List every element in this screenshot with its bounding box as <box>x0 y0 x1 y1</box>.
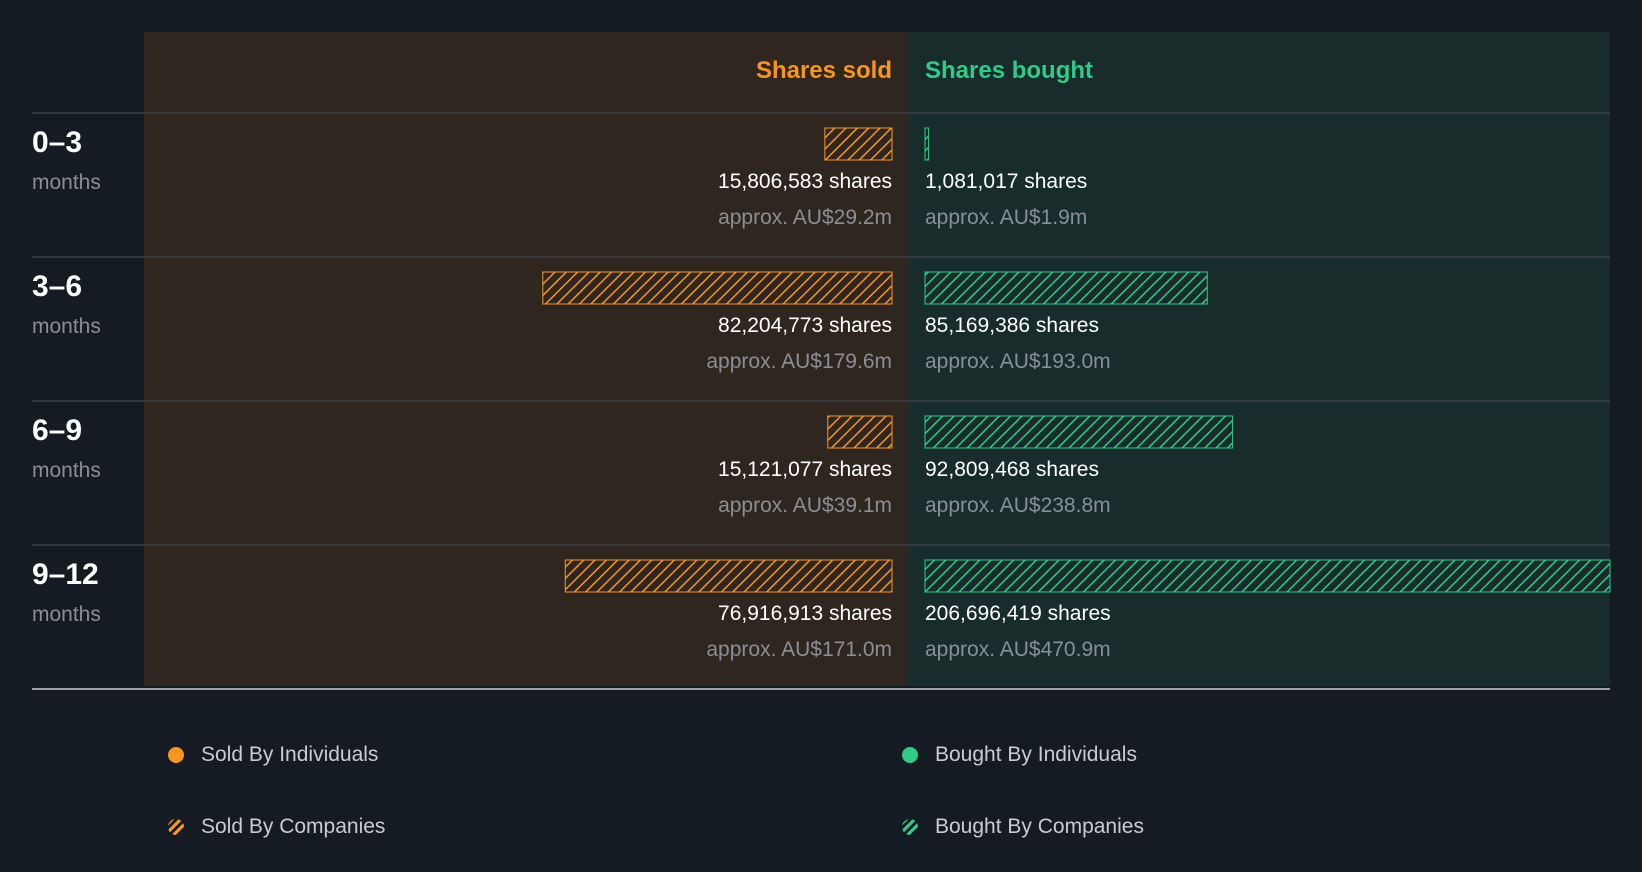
chart-legend: Sold By Individuals Bought By Individuals… <box>0 700 1642 872</box>
bar-sold <box>824 127 893 161</box>
header-shares-sold: Shares sold <box>756 57 892 84</box>
legend-item-bought-by-individuals: Bought By Individuals <box>902 743 1137 767</box>
bar-bought <box>924 127 930 161</box>
row-label-range: 6–9 <box>32 414 82 447</box>
insider-trading-chart: Shares sold Shares bought 0–3 months 15,806,… <box>32 32 1611 690</box>
sold-value-label: approx. AU$39.1m <box>718 494 892 517</box>
header-shares-bought: Shares bought <box>925 57 1093 84</box>
bought-shares-label: 92,809,468 shares <box>925 458 1099 481</box>
legend-item-sold-by-individuals: Sold By Individuals <box>168 743 378 767</box>
sold-shares-label: 82,204,773 shares <box>718 314 892 337</box>
sold-value-label: approx. AU$179.6m <box>706 350 892 373</box>
bought-shares-label: 85,169,386 shares <box>925 314 1099 337</box>
row-label-range: 9–12 <box>32 558 99 591</box>
bought-value-label: approx. AU$238.8m <box>925 494 1111 517</box>
bar-bought <box>924 559 1611 593</box>
row-label-unit: months <box>32 603 101 626</box>
bought-value-label: approx. AU$470.9m <box>925 638 1111 661</box>
bought-shares-label: 206,696,419 shares <box>925 602 1111 625</box>
bought-shares-label: 1,081,017 shares <box>925 170 1087 193</box>
sold-shares-label: 15,806,583 shares <box>718 170 892 193</box>
bar-sold <box>564 559 893 593</box>
row-label-unit: months <box>32 171 101 194</box>
sold-shares-label: 76,916,913 shares <box>718 602 892 625</box>
legend-dot-icon <box>168 747 184 763</box>
bar-sold <box>542 271 893 305</box>
legend-label: Sold By Individuals <box>201 743 379 766</box>
legend-dot-icon <box>902 747 918 763</box>
legend-item-bought-by-companies: Bought By Companies <box>902 815 1144 839</box>
legend-label: Sold By Companies <box>201 815 386 838</box>
sold-shares-label: 15,121,077 shares <box>718 458 892 481</box>
legend-hatch-icon <box>168 819 184 835</box>
legend-label: Bought By Individuals <box>935 743 1137 766</box>
bar-bought <box>924 271 1208 305</box>
row-label-unit: months <box>32 459 101 482</box>
row-label-unit: months <box>32 315 101 338</box>
row-label-range: 3–6 <box>32 270 82 303</box>
bought-value-label: approx. AU$193.0m <box>925 350 1111 373</box>
legend-item-sold-by-companies: Sold By Companies <box>168 815 385 839</box>
legend-label: Bought By Companies <box>935 815 1144 838</box>
bought-value-label: approx. AU$1.9m <box>925 206 1087 229</box>
legend-hatch-icon <box>902 819 918 835</box>
row-label-range: 0–3 <box>32 126 82 159</box>
bar-sold <box>827 415 893 449</box>
bar-bought <box>924 415 1234 449</box>
sold-value-label: approx. AU$29.2m <box>718 206 892 229</box>
sold-value-label: approx. AU$171.0m <box>706 638 892 661</box>
